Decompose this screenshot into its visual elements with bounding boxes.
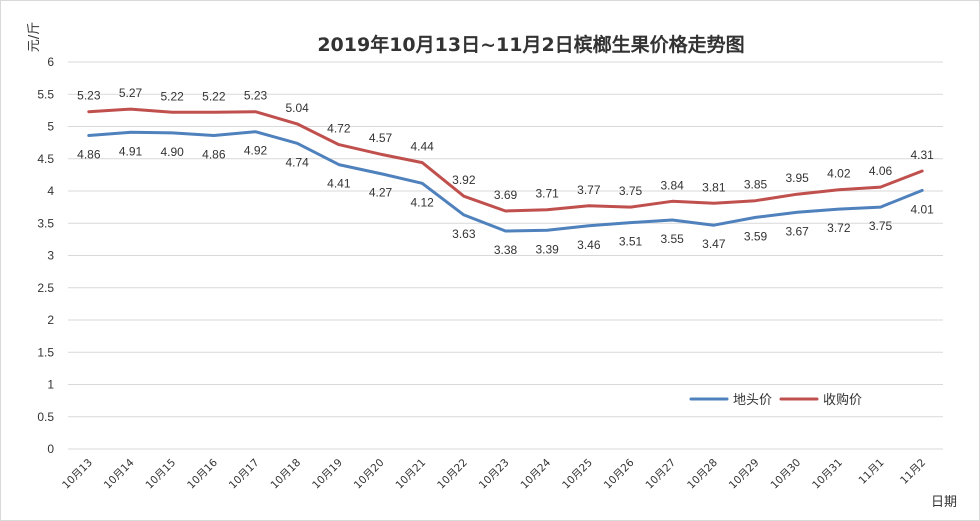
data-label: 4.57 bbox=[369, 131, 393, 145]
data-label: 5.22 bbox=[160, 89, 184, 103]
data-label: 4.72 bbox=[327, 122, 351, 136]
data-label: 4.31 bbox=[910, 148, 934, 162]
x-tick-label: 10月19 bbox=[310, 457, 345, 492]
x-axis-ticks: 10月13 10月14 10月15 10月16 10月17 10月18 10月19 10月20… bbox=[60, 456, 928, 491]
data-label: 4.74 bbox=[285, 155, 309, 169]
y-tick-label: 3 bbox=[47, 249, 54, 263]
data-label: 3.71 bbox=[535, 187, 559, 201]
data-label: 4.44 bbox=[410, 140, 434, 154]
data-label: 5.23 bbox=[244, 89, 268, 103]
x-tick-label: 10月30 bbox=[768, 457, 803, 492]
y-tick-label: 2.5 bbox=[37, 281, 54, 295]
legend: 地头价 收购价 bbox=[689, 392, 862, 408]
data-label: 5.22 bbox=[202, 89, 226, 103]
data-label: 5.27 bbox=[119, 86, 143, 100]
data-label: 3.75 bbox=[869, 219, 893, 233]
data-label: 4.02 bbox=[827, 167, 851, 181]
x-tick-label: 10月15 bbox=[143, 457, 178, 492]
data-label: 3.85 bbox=[744, 178, 768, 192]
x-tick-label: 10月23 bbox=[477, 457, 512, 492]
data-label: 3.95 bbox=[785, 171, 809, 185]
data-label: 4.91 bbox=[119, 144, 143, 158]
y-tick-label: 4.5 bbox=[37, 152, 54, 166]
y-tick-label: 0.5 bbox=[37, 410, 54, 424]
y-tick-label: 6 bbox=[47, 55, 54, 69]
data-label: 3.81 bbox=[702, 180, 726, 194]
data-label: 3.67 bbox=[785, 224, 809, 238]
x-tick-label: 11月2 bbox=[898, 457, 928, 487]
y-tick-label: 3.5 bbox=[37, 216, 54, 230]
y-tick-label: 1.5 bbox=[37, 345, 54, 359]
x-tick-label: 10月29 bbox=[727, 457, 762, 492]
data-label: 3.39 bbox=[535, 242, 559, 256]
data-label: 5.04 bbox=[285, 101, 309, 115]
data-label: 3.59 bbox=[744, 229, 768, 243]
x-tick-label: 10月14 bbox=[102, 456, 137, 491]
y-tick-label: 5.5 bbox=[37, 87, 54, 101]
data-label: 3.72 bbox=[827, 221, 851, 235]
data-label: 4.06 bbox=[869, 164, 893, 178]
legend-label: 地头价 bbox=[733, 393, 772, 408]
data-label: 3.92 bbox=[452, 173, 476, 187]
y-tick-label: 2 bbox=[47, 313, 54, 327]
data-label: 3.38 bbox=[494, 243, 518, 257]
x-tick-label: 10月17 bbox=[227, 457, 262, 492]
x-tick-label: 10月24 bbox=[518, 456, 553, 491]
legend-label: 收购价 bbox=[823, 392, 862, 408]
x-tick-label: 11月1 bbox=[857, 457, 887, 487]
data-label: 3.47 bbox=[702, 237, 726, 251]
y-tick-label: 1 bbox=[47, 378, 54, 392]
data-label: 4.92 bbox=[244, 144, 268, 158]
data-label: 4.41 bbox=[327, 177, 351, 191]
x-tick-label: 10月31 bbox=[810, 457, 845, 492]
x-tick-label: 10月26 bbox=[602, 456, 637, 491]
y-tick-label: 0 bbox=[47, 442, 54, 456]
data-label: 3.77 bbox=[577, 183, 601, 197]
y-axis-ticks: 0 0.5 1 1.5 2 2.5 3 3.5 4 4.5 5 5.5 6 bbox=[37, 55, 54, 456]
data-label: 4.27 bbox=[369, 186, 393, 200]
x-tick-label: 10月28 bbox=[685, 457, 720, 492]
data-labels: 4.86 4.91 4.90 4.86 4.92 4.74 4.41 4.27 4.12 3.63… bbox=[77, 86, 934, 257]
x-tick-label: 10月25 bbox=[560, 457, 595, 492]
gridlines bbox=[68, 61, 943, 450]
data-label: 3.75 bbox=[619, 184, 643, 198]
data-label: 5.23 bbox=[77, 89, 101, 103]
data-label: 3.84 bbox=[660, 178, 684, 192]
data-label: 3.63 bbox=[452, 227, 476, 241]
x-tick-label: 10月20 bbox=[352, 457, 387, 492]
x-tick-label: 10月13 bbox=[60, 457, 95, 492]
x-tick-label: 10月18 bbox=[268, 457, 303, 492]
series-line bbox=[87, 107, 924, 213]
chart-title: 2019年10月13日~11月2日槟榔生果价格走势图 bbox=[317, 33, 744, 56]
y-tick-label: 4 bbox=[47, 184, 54, 198]
x-tick-label: 10月27 bbox=[643, 457, 678, 492]
data-label: 3.46 bbox=[577, 238, 601, 252]
data-label: 4.12 bbox=[410, 195, 434, 209]
series-line bbox=[87, 130, 924, 233]
data-label: 3.55 bbox=[660, 232, 684, 246]
data-label: 4.86 bbox=[77, 148, 101, 162]
x-tick-label: 10月21 bbox=[393, 457, 428, 492]
series-lines bbox=[87, 107, 924, 233]
data-label: 4.01 bbox=[910, 202, 934, 216]
y-tick-label: 5 bbox=[47, 120, 54, 134]
data-label: 3.51 bbox=[619, 235, 643, 249]
data-label: 4.86 bbox=[202, 148, 226, 162]
data-label: 3.69 bbox=[494, 188, 518, 202]
x-tick-label: 10月22 bbox=[435, 457, 470, 492]
x-tick-label: 10月16 bbox=[185, 456, 220, 491]
x-axis-title: 日期 bbox=[931, 495, 957, 510]
data-label: 4.90 bbox=[160, 145, 184, 159]
y-axis-title: 元/斤 bbox=[27, 22, 42, 52]
